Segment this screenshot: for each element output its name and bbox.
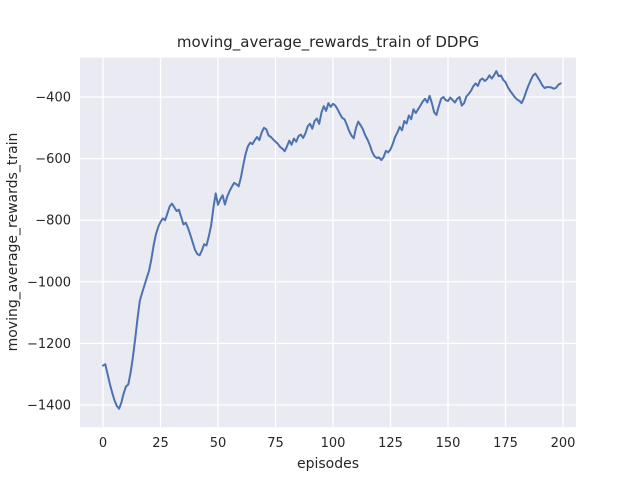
- y-tick-label: −1200: [27, 337, 71, 352]
- x-tick-label: 150: [436, 436, 461, 451]
- y-tick-label: −800: [35, 214, 71, 229]
- chart-title: moving_average_rewards_train of DDPG: [177, 33, 479, 52]
- plot-area: 0 25 50 75 100 125 150 175 200 −400 −600 −800 −1000 −…: [27, 57, 576, 451]
- x-tick-label: 50: [210, 436, 227, 451]
- x-tick-label: 200: [551, 436, 576, 451]
- x-tick-label: 100: [321, 436, 346, 451]
- axes-background: [80, 57, 576, 428]
- y-tick-label: −1000: [27, 275, 71, 290]
- y-axis-label: moving_average_rewards_train: [5, 133, 21, 352]
- x-tick-label: 175: [493, 436, 518, 451]
- x-tick-label: 0: [99, 436, 107, 451]
- x-axis-label: episodes: [297, 456, 359, 472]
- y-tick-label: −600: [35, 152, 71, 167]
- series-line: [102, 70, 562, 410]
- x-tick-label: 125: [378, 436, 403, 451]
- x-tick-label: 75: [267, 436, 284, 451]
- y-tick-label: −400: [35, 91, 71, 106]
- y-tick-label: −1400: [27, 399, 71, 414]
- x-tick-label: 25: [152, 436, 169, 451]
